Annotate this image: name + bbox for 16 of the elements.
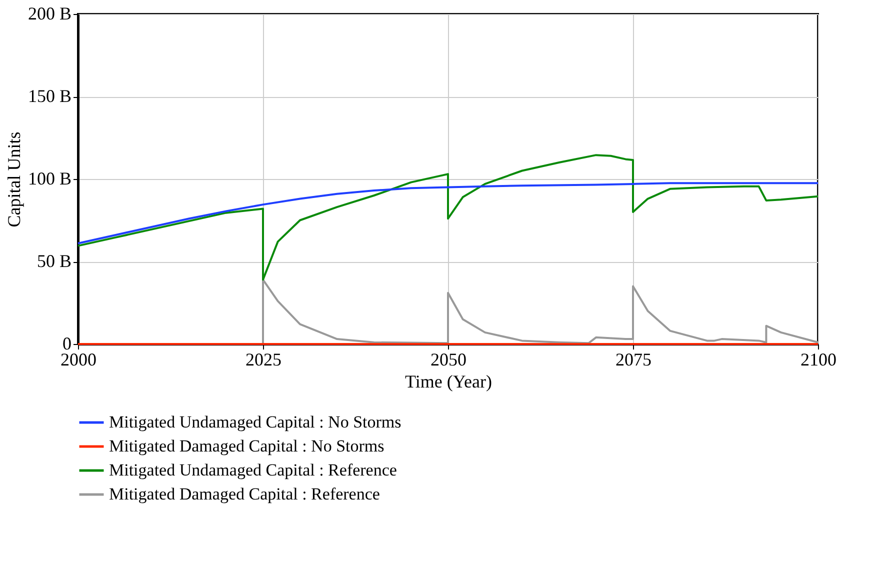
x-tick-label: 2050 bbox=[430, 350, 466, 370]
line-series bbox=[77, 182, 819, 244]
x-tick-label: 2100 bbox=[800, 350, 836, 370]
y-tick-label: 200 B bbox=[28, 4, 72, 24]
y-tick-label: 150 B bbox=[28, 86, 72, 106]
y-axis-title: Capital Units bbox=[4, 132, 24, 228]
legend-label: Mitigated Damaged Capital : Reference bbox=[109, 484, 380, 504]
x-axis-title: Time (Year) bbox=[404, 372, 492, 392]
x-tick-label: 2025 bbox=[246, 350, 282, 370]
y-tick-label: 50 B bbox=[36, 251, 72, 271]
legend-label: Mitigated Undamaged Capital : Reference bbox=[109, 460, 397, 480]
legend-label: Mitigated Undamaged Capital : No Storms bbox=[109, 412, 402, 432]
y-tick-label: 100 B bbox=[28, 168, 72, 188]
x-tick-label: 2075 bbox=[616, 350, 652, 370]
line-series bbox=[77, 154, 819, 281]
legend-label: Mitigated Damaged Capital : No Storms bbox=[109, 436, 384, 456]
